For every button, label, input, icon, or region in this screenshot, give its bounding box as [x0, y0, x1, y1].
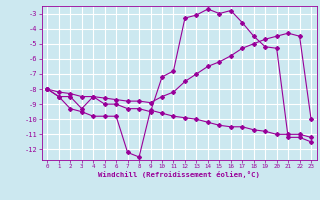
X-axis label: Windchill (Refroidissement éolien,°C): Windchill (Refroidissement éolien,°C) [98, 171, 260, 178]
